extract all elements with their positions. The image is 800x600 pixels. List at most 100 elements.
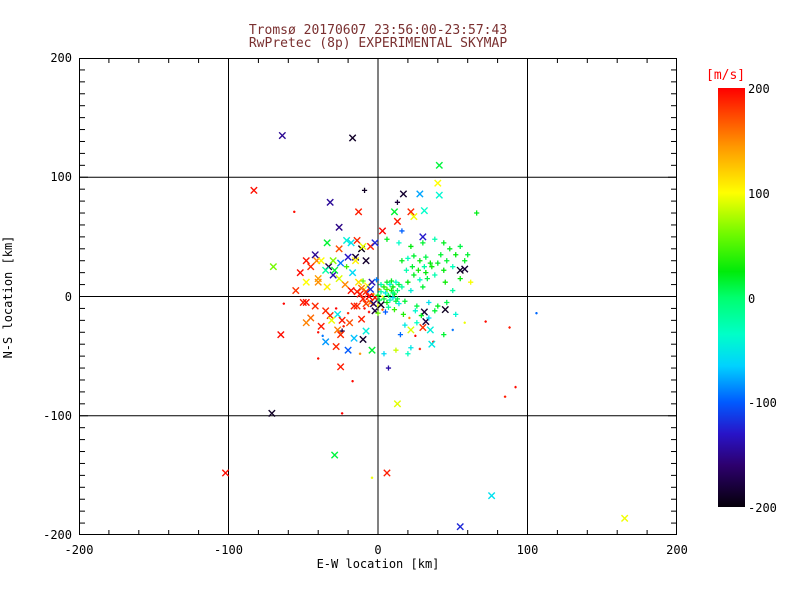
scatter-point [399,228,405,234]
y-tick-label: 0 [64,289,72,304]
scatter-point [329,271,337,279]
scatter-point [373,277,380,283]
scatter-point [444,258,450,264]
scatter-point [390,208,399,216]
scatter-point [327,316,336,325]
scatter-point [371,239,379,247]
scatter-point [377,301,385,309]
scatter-point [508,326,511,329]
scatter-point [397,332,404,338]
scatter-point [424,276,430,282]
scatter-point [462,258,468,264]
y-tick-label: -200 [43,528,72,542]
scatter-point [399,284,405,290]
scatter-point [432,308,438,314]
scatter-point [344,264,350,270]
scatter-point [381,295,384,298]
scatter-point [420,284,426,290]
scatter-point [432,236,438,242]
scatter-point [444,299,450,306]
scatter-point [428,340,436,348]
scatter-point [407,326,415,334]
scatter-point [411,253,417,259]
scatter-point [335,245,343,253]
scatter-point [362,299,370,308]
scatter-point [382,290,389,296]
scatter-point [317,322,325,331]
scatter-point [453,311,459,317]
plot-subtitle: RwPretec (8p) EXPERIMENTAL SKYMAP [248,36,508,51]
scatter-point [393,400,402,408]
scatter-point [457,276,463,282]
scatter-point [434,179,442,187]
scatter-point [381,351,387,357]
scatter-point [394,287,401,294]
scatter-point [336,259,345,267]
scatter-point [332,342,340,351]
scatter-point [419,233,427,241]
scatter-point [418,347,422,351]
scatter-point [378,288,381,291]
scatter-point [376,297,383,303]
scatter-point [330,451,339,459]
scatter-point [390,295,396,301]
x-axis-label: E-W location [km] [316,557,440,571]
scatter-point [426,326,435,334]
scatter-point [351,379,354,383]
scatter-point [375,310,381,316]
scatter-point [348,268,357,277]
scatter-point [388,278,395,284]
colorbar-tick-label: 100 [748,186,770,201]
scatter-point [390,284,396,290]
scatter-point [432,272,438,278]
scatter-point [391,307,398,313]
scatter-point [385,304,392,310]
scatter-point [330,266,339,274]
scatter-point [399,190,408,198]
scatter-point [340,412,344,415]
scatter-point [417,258,423,264]
scatter-point [359,335,367,344]
scatter-point [402,298,408,304]
scatter-point [314,274,322,283]
colorbar-tick-label: 0 [748,291,756,306]
scatter-point [317,331,320,334]
scatter-point [317,357,320,360]
scatter-point [396,301,402,307]
scatter-point [396,281,402,288]
scatter-point [385,365,392,371]
scatter-point [360,278,366,284]
scatter-point [365,292,373,301]
scatter-point [342,325,345,328]
scatter-point [346,311,350,315]
scatter-point [321,334,324,338]
scatter-point [405,279,411,285]
scatter-point [326,198,334,206]
scatter-point [422,317,430,326]
plot-title: Tromsø 20170607 23:56:00-23:57:43 [248,23,508,38]
scatter-point [394,296,401,302]
colorbar-unit-label: [m/s] [706,68,746,83]
scatter-point [435,161,443,170]
scatter-point [410,212,418,221]
scatter-point [384,236,390,242]
scatter-point [468,279,474,285]
scatter-point [378,281,384,288]
scatter-point [384,279,390,285]
scatter-point [394,199,401,205]
colorbar-tick-label: -200 [748,501,777,515]
scatter-point [282,302,286,305]
scatter-point [465,252,471,258]
scatter-point [383,469,391,477]
scatter-point [359,242,367,251]
scatter-point [441,332,447,338]
scatter-point [357,315,366,323]
scatter-point [484,320,487,323]
scatter-point [302,298,310,307]
scatter-point [421,264,427,270]
scatter-point [414,303,420,309]
scatter-point [487,491,496,500]
scatter-point [323,283,331,291]
scatter-point [429,264,435,270]
